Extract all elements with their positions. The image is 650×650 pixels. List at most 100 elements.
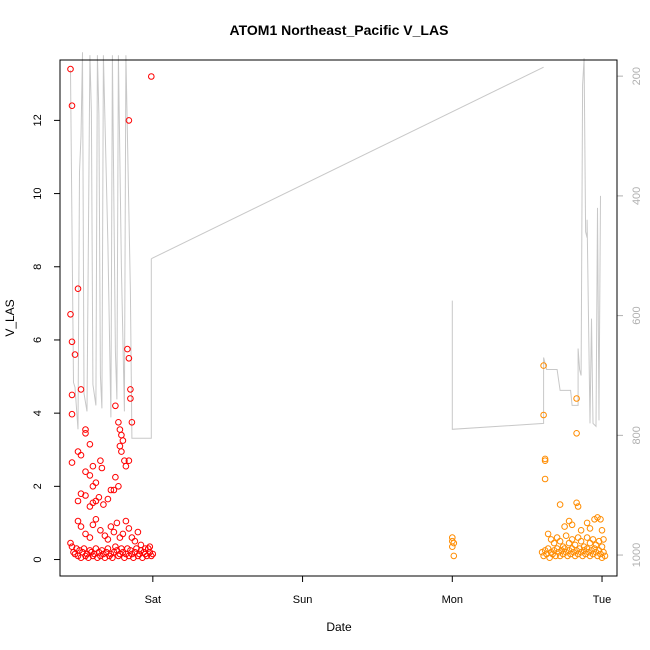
data-point-s2-20 <box>586 525 594 532</box>
data-point-s1-74 <box>67 539 74 547</box>
data-point-s2-87 <box>601 552 609 560</box>
data-point-s1-44 <box>125 355 133 362</box>
data-point-s1-30 <box>104 495 112 503</box>
data-point-s1-106 <box>115 552 122 560</box>
data-point-s1-68 <box>128 534 136 541</box>
data-point-s2-40 <box>586 539 594 547</box>
data-point-s1-58 <box>97 527 104 534</box>
data-point-s1-53 <box>77 523 85 530</box>
data-point-s1-10 <box>82 426 89 433</box>
data-point-s1-61 <box>107 523 115 530</box>
pressure-series-layer <box>70 52 601 439</box>
data-point-s2-15 <box>574 503 582 510</box>
y-tick-label-0: 0 <box>32 556 44 562</box>
data-point-s1-60 <box>104 536 112 543</box>
data-point-s2-16 <box>565 517 573 525</box>
data-point-s1-6 <box>68 459 76 466</box>
data-point-s1-50 <box>115 483 122 490</box>
y-tick-label-2: 2 <box>32 483 44 489</box>
chart-title: ATOM1 Northeast_Pacific V_LAS <box>230 22 449 38</box>
data-point-s2-42 <box>592 541 600 549</box>
x-tick-label-Mon: Mon <box>442 594 463 606</box>
x-tick-label-Sat: Sat <box>145 594 162 606</box>
points-layer <box>67 65 609 562</box>
data-point-s2-12 <box>573 395 580 402</box>
x-tick-label-Sun: Sun <box>293 594 313 606</box>
data-point-s1-36 <box>118 431 125 439</box>
data-point-s2-43 <box>595 537 603 545</box>
data-point-s2-11 <box>561 523 568 530</box>
data-point-s2-31 <box>559 543 567 551</box>
data-point-s1-21 <box>98 464 106 472</box>
data-point-s1-129 <box>149 550 157 558</box>
data-point-s1-34 <box>115 419 122 426</box>
data-point-s1-56 <box>89 521 97 529</box>
data-point-s1-25 <box>86 503 94 510</box>
y-axis-label: V_LAS <box>3 299 17 336</box>
data-point-s2-24 <box>598 527 606 534</box>
data-point-s1-41 <box>122 462 130 470</box>
data-point-s1-91 <box>92 545 100 552</box>
data-point-s2-14 <box>573 499 580 507</box>
data-point-s2-32 <box>562 532 570 540</box>
data-point-s2-8 <box>541 457 549 465</box>
data-point-s1-31 <box>107 486 115 494</box>
y-tick-label-4: 4 <box>32 410 44 416</box>
data-point-s1-57 <box>92 516 100 523</box>
pressure-line-link <box>151 66 544 260</box>
data-point-s1-63 <box>113 519 121 527</box>
data-point-s1-23 <box>74 497 82 505</box>
data-point-s2-10 <box>556 501 564 508</box>
data-point-s1-99 <box>104 545 112 552</box>
data-point-s2-23 <box>597 516 604 523</box>
data-point-s2-19 <box>583 519 591 527</box>
data-point-s1-126 <box>145 545 152 552</box>
y-tick-label-10: 10 <box>32 187 44 199</box>
data-point-s2-50 <box>546 554 553 562</box>
data-point-s1-52 <box>74 517 82 525</box>
data-point-s1-43 <box>124 345 131 353</box>
data-point-s1-46 <box>127 395 134 402</box>
data-point-s1-4 <box>68 391 76 399</box>
data-point-s2-37 <box>577 537 585 545</box>
data-point-s2-33 <box>565 539 573 547</box>
data-point-s1-69 <box>131 537 139 545</box>
data-point-s1-65 <box>119 530 127 538</box>
data-point-s1-67 <box>125 525 133 532</box>
data-point-s1-28 <box>95 494 103 501</box>
data-point-s1-13 <box>89 462 97 470</box>
data-point-s2-86 <box>600 548 607 556</box>
data-point-s1-64 <box>116 534 124 541</box>
data-point-s1-87 <box>86 547 94 554</box>
data-point-s1-16 <box>82 468 89 476</box>
data-point-s1-70 <box>134 528 142 536</box>
data-point-s1-104 <box>112 543 119 551</box>
data-point-s1-38 <box>116 442 124 450</box>
data-point-s2-36 <box>574 534 582 541</box>
data-point-s2-17 <box>568 521 576 529</box>
y-tick-label-8: 8 <box>32 264 44 270</box>
data-point-s1-33 <box>112 402 119 410</box>
data-point-s1-55 <box>86 534 94 541</box>
data-point-s1-15 <box>77 451 85 459</box>
plot-frame <box>59 59 618 577</box>
y2-tick-label-200: 200 <box>631 67 643 85</box>
data-point-s2-7 <box>541 455 549 463</box>
data-point-s1-19 <box>92 479 100 487</box>
data-point-s1-49 <box>148 73 155 80</box>
data-point-s2-13 <box>573 430 580 437</box>
data-point-s1-48 <box>125 117 133 124</box>
y-tick-label-12: 12 <box>32 114 44 126</box>
data-point-s1-3 <box>68 338 76 346</box>
data-point-s1-11 <box>82 430 89 437</box>
x-tick-label-Tue: Tue <box>593 594 612 606</box>
data-point-s1-20 <box>97 457 104 465</box>
data-point-s1-12 <box>86 441 94 448</box>
pressure-line-2 <box>451 58 601 430</box>
data-point-s2-28 <box>550 539 558 547</box>
pressure-line-1 <box>70 52 152 439</box>
data-point-s1-66 <box>122 517 130 525</box>
data-point-s1-2 <box>67 311 74 318</box>
data-point-s2-6 <box>540 411 547 419</box>
